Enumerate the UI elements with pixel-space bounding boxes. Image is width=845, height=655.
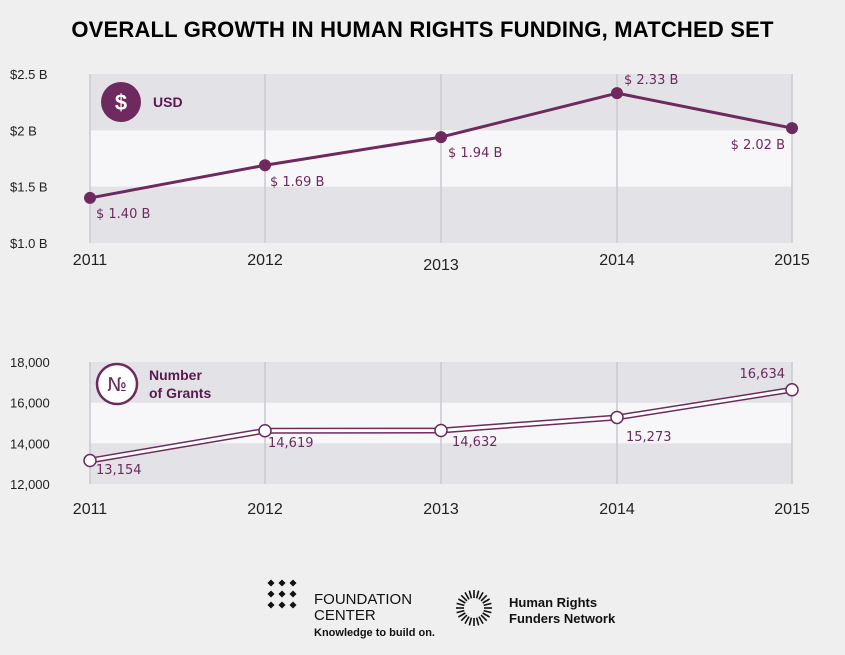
badge-symbol: $ <box>115 90 127 115</box>
y-tick-label: $1.0 B <box>10 236 48 251</box>
data-point <box>259 159 271 172</box>
logo-tick <box>468 617 473 626</box>
data-label: $ 2.02 B <box>731 138 785 153</box>
hrfn-logo-icon <box>456 590 492 626</box>
logo-dot <box>278 590 286 598</box>
data-point <box>83 453 97 468</box>
data-point <box>84 191 96 204</box>
logo-tick <box>456 609 465 614</box>
data-label: $ 2.33 B <box>624 73 678 88</box>
logo-tick <box>480 614 488 622</box>
logo-tick <box>458 612 466 618</box>
foundation-center-name-2: CENTER <box>314 607 376 624</box>
badge-circle <box>95 362 139 406</box>
y-tick-label: 16,000 <box>10 396 50 411</box>
data-label: $ 1.94 B <box>448 146 502 161</box>
data-label: $ 1.69 B <box>270 175 324 190</box>
y-tick-label: 18,000 <box>10 355 50 370</box>
logo-tick <box>468 590 473 599</box>
x-tick-label: 2013 <box>423 501 459 518</box>
y-tick-label: $2 B <box>10 123 37 138</box>
foundation-center-name: FOUNDATION <box>314 591 412 608</box>
logo-tick <box>464 616 470 624</box>
logo-tick <box>475 617 480 626</box>
numero-icon: № <box>95 362 139 406</box>
data-label: $ 1.40 B <box>96 207 150 222</box>
logo-tick <box>456 602 465 607</box>
x-tick-label: 2011 <box>73 501 108 518</box>
data-point <box>435 131 447 144</box>
logo-tick <box>482 598 490 604</box>
x-tick-label: 2011 <box>73 252 108 269</box>
badge-label: Number <box>149 367 202 383</box>
data-point <box>786 122 798 135</box>
data-point <box>611 87 623 100</box>
x-tick-label: 2014 <box>599 252 635 269</box>
logo-tick <box>458 598 466 604</box>
dollar-icon: $ <box>101 82 141 122</box>
logo-tick <box>483 609 492 614</box>
data-point <box>258 423 272 438</box>
logo-tick <box>480 594 488 602</box>
logo-tick <box>460 614 468 622</box>
logo-tick <box>483 602 492 607</box>
x-tick-label: 2012 <box>247 501 283 518</box>
data-label: 15,273 <box>626 430 672 445</box>
logo-dot <box>289 579 297 587</box>
logo-dot <box>289 601 297 609</box>
data-label: 13,154 <box>96 463 142 478</box>
chart-title: OVERALL GROWTH IN HUMAN RIGHTS FUNDING, … <box>71 17 774 42</box>
y-tick-label: 14,000 <box>10 436 50 451</box>
badge-label: USD <box>153 94 183 110</box>
logo-tick <box>475 590 480 599</box>
grants-chart: 12,000 14,000 16,000 18,000 2011 2012 2013 2014… <box>10 355 810 518</box>
hrfn-name-2: Funders Network <box>509 611 616 626</box>
logo-dot <box>278 601 286 609</box>
data-label: 14,632 <box>452 435 498 450</box>
logo-tick <box>464 592 470 600</box>
x-tick-label: 2013 <box>423 257 459 274</box>
y-tick-label: $1.5 B <box>10 180 48 195</box>
logo-dot <box>267 601 275 609</box>
logo-tick <box>460 594 468 602</box>
logo-tick <box>478 616 484 624</box>
logo-dot <box>278 579 286 587</box>
badge-label: of Grants <box>149 385 211 401</box>
x-tick-label: 2014 <box>599 501 635 518</box>
x-tick-label: 2015 <box>774 501 810 518</box>
data-point <box>434 423 448 438</box>
data-point <box>610 410 624 425</box>
data-label: 14,619 <box>268 436 314 451</box>
badge-symbol: № <box>107 374 127 396</box>
logo-dot <box>267 590 275 598</box>
y-tick-label: 12,000 <box>10 477 50 492</box>
x-tick-label: 2012 <box>247 252 283 269</box>
data-point <box>785 383 799 397</box>
logo-dot <box>267 579 275 587</box>
foundation-center-tagline: Knowledge to build on. <box>314 627 435 639</box>
badge-circle <box>101 82 141 122</box>
logo-tick <box>482 612 490 618</box>
foundation-center-logo-icon <box>267 579 297 609</box>
data-label: 16,634 <box>740 367 786 382</box>
hrfn-name: Human Rights <box>509 595 597 610</box>
usd-chart: $1.0 B $1.5 B $2 B $2.5 B 2011 2012 2013 2014 20… <box>10 67 810 274</box>
x-tick-label: 2015 <box>774 252 810 269</box>
logo-tick <box>478 592 484 600</box>
logo-dot <box>289 590 297 598</box>
y-tick-label: $2.5 B <box>10 67 48 82</box>
